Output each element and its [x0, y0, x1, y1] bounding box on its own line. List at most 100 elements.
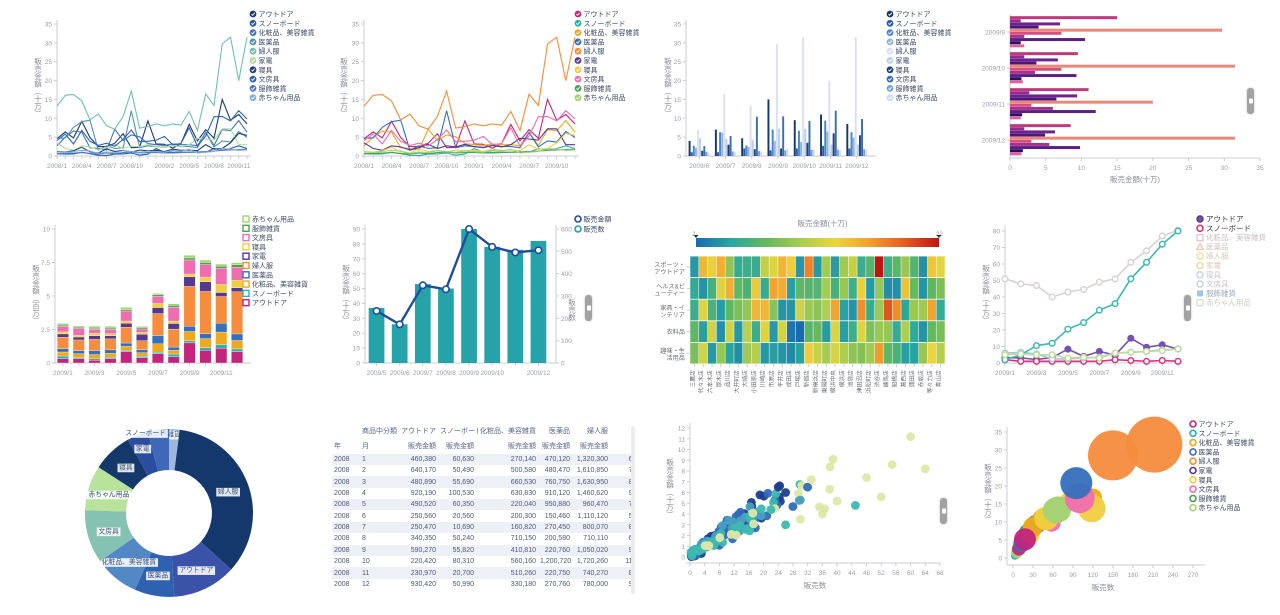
legend-item[interactable]: 赤ちゃん用品 — [1196, 298, 1251, 307]
scatter-point[interactable] — [851, 501, 860, 510]
data-point-marker[interactable] — [1142, 347, 1151, 355]
stack-segment[interactable] — [72, 336, 85, 341]
data-point-marker[interactable] — [1048, 351, 1056, 359]
heat-cell[interactable] — [927, 278, 936, 299]
bar-segment[interactable] — [858, 135, 861, 156]
stack-segment[interactable] — [104, 327, 117, 330]
line-series[interactable] — [56, 97, 248, 149]
scatter-point[interactable] — [718, 521, 727, 531]
legend-item[interactable]: 家電 — [1189, 466, 1213, 475]
table-row[interactable]: 2008 11 230,970 20,700 510,260 220,750 740,270… — [332, 567, 632, 579]
bar-segment[interactable] — [731, 151, 734, 156]
table-row[interactable]: 2008 3 480,890 55,690 660,530 760,750 1,630,95… — [332, 476, 632, 488]
heat-cell[interactable] — [804, 321, 813, 342]
scatter-point[interactable] — [887, 460, 897, 469]
heat-cell[interactable] — [707, 321, 717, 342]
stack-segment[interactable] — [167, 306, 180, 322]
bar-segment[interactable] — [1010, 22, 1060, 26]
heat-cell[interactable] — [751, 256, 761, 278]
bar-segment[interactable] — [694, 147, 697, 156]
bar-segment[interactable] — [690, 152, 693, 156]
legend-item[interactable]: 医薬品 — [1189, 447, 1220, 456]
bar-segment[interactable] — [1010, 80, 1023, 84]
legend-item[interactable]: アウトドア — [249, 11, 294, 19]
data-point-marker[interactable] — [1127, 258, 1135, 266]
stack-segment[interactable] — [72, 353, 85, 358]
legend-item[interactable]: 赤ちゃん用品 — [249, 94, 301, 102]
scatter-point[interactable] — [906, 432, 915, 441]
table-row[interactable]: 2008 10 220,420 80,310 560,160 1,200,720 1,720… — [332, 556, 632, 567]
heat-cell[interactable] — [830, 299, 840, 321]
col-subheader[interactable]: 販売金額 — [408, 443, 436, 451]
heat-cell[interactable] — [786, 321, 796, 342]
stack-segment[interactable] — [183, 255, 196, 259]
heat-cell[interactable] — [839, 256, 849, 278]
stack-segment[interactable] — [183, 257, 196, 261]
stack-segment[interactable] — [136, 352, 148, 357]
data-point-marker[interactable] — [1017, 280, 1025, 288]
bar-segment[interactable] — [828, 80, 831, 156]
col-subheader[interactable]: 販売金額 — [580, 443, 608, 451]
table-row[interactable]: 2008 4 920,190 100,530 630,830 910,120 1,460,6… — [332, 488, 632, 499]
data-point-marker[interactable] — [1095, 354, 1103, 362]
stack-segment[interactable] — [199, 350, 212, 364]
col-subheader[interactable]: 月 — [362, 443, 369, 451]
legend-item[interactable]: 販売金額 — [574, 215, 612, 224]
stack-segment[interactable] — [152, 352, 164, 354]
legend-item[interactable]: 化粧品、美容雑貨 — [242, 280, 308, 289]
bar-segment[interactable] — [727, 144, 730, 156]
scatter-point[interactable] — [803, 482, 812, 492]
stack-segment[interactable] — [104, 353, 117, 358]
bubble[interactable] — [1126, 416, 1183, 473]
line-series[interactable] — [1004, 358, 1179, 363]
bar-amount[interactable] — [507, 249, 524, 363]
data-point-marker[interactable] — [511, 248, 520, 257]
heat-cell[interactable] — [822, 342, 831, 364]
heat-cell[interactable] — [874, 256, 884, 278]
line-series[interactable] — [363, 110, 576, 152]
bar-segment[interactable] — [705, 151, 708, 156]
stack-segment[interactable] — [57, 333, 69, 338]
chart-scrollbar[interactable] — [585, 295, 592, 321]
chart-donut[interactable]: 雑貨 婦人服 アウトドア 医薬品 化粧品、美容雑貨 文房具 赤ちゃん用品 寝具 家電 スノーボード — [0, 410, 320, 615]
stack-segment[interactable] — [183, 276, 196, 287]
col-subheader[interactable]: 年 — [334, 443, 341, 451]
bar-segment[interactable] — [795, 148, 798, 156]
stack-segment[interactable] — [104, 349, 117, 354]
stack-segment[interactable] — [167, 305, 180, 308]
stack-segment[interactable] — [183, 340, 196, 344]
heat-cell[interactable] — [734, 299, 743, 321]
bar-segment[interactable] — [1010, 67, 1062, 71]
legend-item[interactable]: 服飾雑貨 — [886, 84, 924, 93]
stack-segment[interactable] — [152, 343, 164, 353]
heat-cell[interactable] — [760, 278, 769, 299]
table-row[interactable]: 2008 12 930,420 50,990 330,180 270,760 780,000… — [332, 579, 632, 590]
stack-segment[interactable] — [167, 356, 180, 364]
line-series[interactable] — [56, 109, 248, 148]
legend-item[interactable]: スノーボード — [1189, 429, 1241, 438]
heat-cell[interactable] — [716, 256, 725, 278]
legend-item[interactable]: アウトドア — [1189, 420, 1234, 429]
stack-segment[interactable] — [183, 259, 196, 275]
data-point-marker[interactable] — [465, 224, 474, 233]
col-subheader[interactable]: 販売金額 — [508, 443, 536, 451]
bar-segment[interactable] — [1010, 70, 1035, 74]
data-point-marker[interactable] — [1048, 339, 1056, 347]
stack-segment[interactable] — [152, 307, 164, 314]
legend-item[interactable]: スノーボード — [886, 20, 938, 28]
bar-segment[interactable] — [1010, 94, 1078, 98]
data-point-marker[interactable] — [395, 320, 404, 329]
legend-item[interactable]: アウトドア — [242, 298, 287, 307]
bar-segment[interactable] — [1010, 16, 1118, 20]
data-point-marker[interactable] — [1111, 300, 1119, 308]
bar-segment[interactable] — [775, 43, 778, 156]
line-series[interactable] — [56, 119, 248, 151]
data-point-marker[interactable] — [534, 246, 543, 255]
scatter-point[interactable] — [766, 505, 776, 515]
heat-cell[interactable] — [690, 256, 699, 278]
legend-item[interactable]: 医薬品 — [242, 270, 273, 279]
scatter-point[interactable] — [862, 473, 871, 482]
stack-segment[interactable] — [57, 337, 69, 349]
stack-segment[interactable] — [136, 357, 148, 364]
bar-segment[interactable] — [701, 150, 704, 156]
